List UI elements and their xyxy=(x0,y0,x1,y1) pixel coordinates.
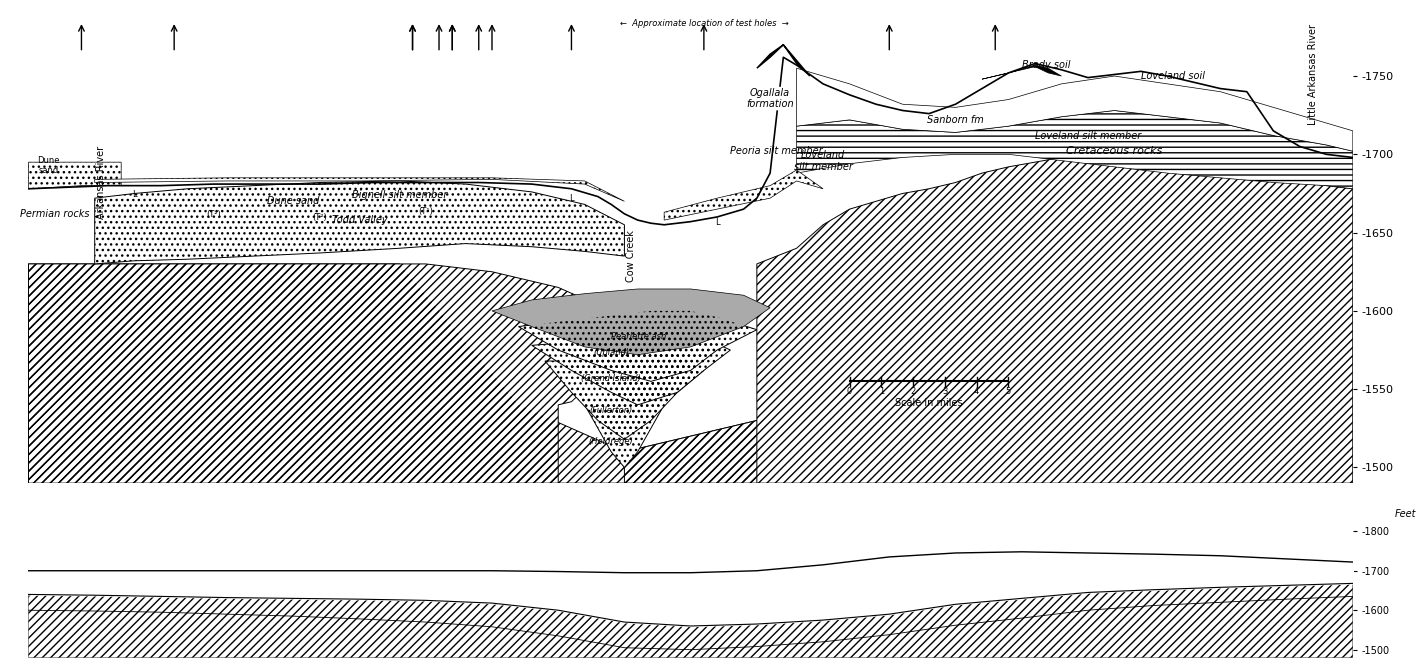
Text: Scale in miles: Scale in miles xyxy=(896,399,963,409)
Polygon shape xyxy=(571,376,678,468)
Polygon shape xyxy=(94,181,625,264)
Text: L: L xyxy=(570,195,574,203)
Text: 4: 4 xyxy=(974,387,980,396)
Text: Arkansas River: Arkansas River xyxy=(97,146,107,219)
Polygon shape xyxy=(796,111,1353,189)
Text: Pearlette ash: Pearlette ash xyxy=(611,332,666,341)
Text: (Holdrege): (Holdrege) xyxy=(588,437,634,446)
Text: (Fullerton): (Fullerton) xyxy=(590,406,632,415)
Text: Loveland silt member: Loveland silt member xyxy=(1035,131,1141,141)
Polygon shape xyxy=(493,289,770,355)
Text: (Upland): (Upland) xyxy=(594,348,629,357)
Polygon shape xyxy=(28,264,625,483)
Polygon shape xyxy=(983,65,1061,79)
Polygon shape xyxy=(758,45,810,76)
Text: Peoria silt member: Peoria silt member xyxy=(731,146,823,156)
Text: L: L xyxy=(715,218,719,227)
Text: Loveland soil: Loveland soil xyxy=(1141,71,1205,81)
Text: Cow Creek: Cow Creek xyxy=(627,229,637,282)
Text: Dune
sand: Dune sand xyxy=(37,156,60,175)
Text: Feet: Feet xyxy=(1396,509,1417,519)
Polygon shape xyxy=(758,154,1353,483)
Text: (T¹): (T¹) xyxy=(419,207,433,216)
Text: Todd Valley: Todd Valley xyxy=(332,215,387,225)
Text: ←  Approximate location of test holes  →: ← Approximate location of test holes → xyxy=(619,19,789,28)
Polygon shape xyxy=(28,162,121,189)
Text: (Grand Island): (Grand Island) xyxy=(581,374,641,383)
Text: Bignell silt member: Bignell silt member xyxy=(352,190,447,200)
Text: Loveland
silt member: Loveland silt member xyxy=(793,150,853,172)
Polygon shape xyxy=(796,68,1353,151)
Text: Little Arkansas River: Little Arkansas River xyxy=(1309,24,1319,125)
Polygon shape xyxy=(28,264,1353,483)
Polygon shape xyxy=(625,201,1353,483)
Polygon shape xyxy=(664,170,823,220)
Text: Permian rocks: Permian rocks xyxy=(20,209,90,219)
Text: Sanborn fm: Sanborn fm xyxy=(927,115,984,125)
Text: Dune sand: Dune sand xyxy=(268,197,319,207)
Text: 5: 5 xyxy=(1005,387,1011,396)
Text: Ogallala
formation: Ogallala formation xyxy=(746,88,795,109)
Polygon shape xyxy=(531,331,731,405)
Polygon shape xyxy=(94,178,625,201)
Text: Brady soil: Brady soil xyxy=(1022,60,1071,70)
Text: (T²): (T²) xyxy=(312,213,328,222)
Polygon shape xyxy=(545,348,703,440)
Polygon shape xyxy=(518,311,758,381)
Text: 2: 2 xyxy=(910,387,916,396)
Text: L: L xyxy=(132,190,137,199)
Text: Cretaceous rocks: Cretaceous rocks xyxy=(1067,146,1162,156)
Text: (T²): (T²) xyxy=(206,210,221,219)
Text: 3: 3 xyxy=(943,387,947,396)
Text: 1: 1 xyxy=(879,387,884,396)
Text: 0: 0 xyxy=(847,387,852,396)
